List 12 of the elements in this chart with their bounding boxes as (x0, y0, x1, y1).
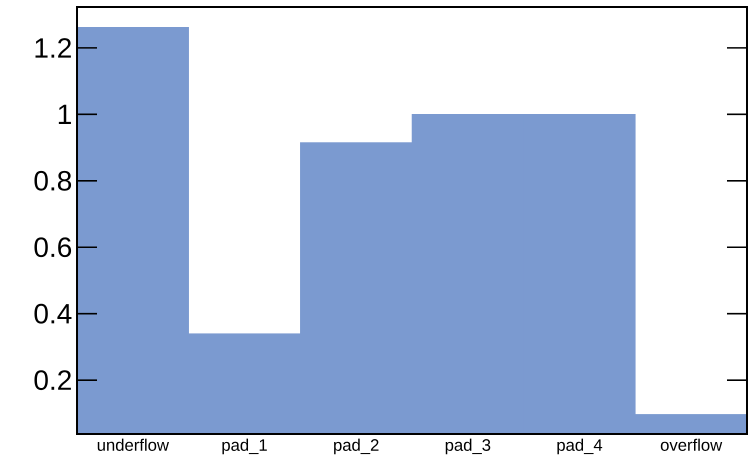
y-tick-label: 0.8 (34, 170, 72, 191)
x-tick-label: overflow (660, 438, 722, 451)
y-tick-label: 1.2 (36, 38, 71, 58)
y-tick-label: 0.4 (34, 304, 72, 324)
y-tick-label: 1 (58, 104, 71, 124)
y-tick-label: 0.2 (34, 370, 71, 390)
x-tick-label: pad_3 (446, 438, 490, 454)
x-tick-label: pad_4 (557, 438, 602, 454)
x-tick-label: underflow (98, 438, 170, 451)
x-tick-label: pad_1 (222, 438, 267, 454)
x-tick-label: pad_2 (334, 438, 378, 454)
y-tick-label: 0.6 (34, 237, 72, 258)
